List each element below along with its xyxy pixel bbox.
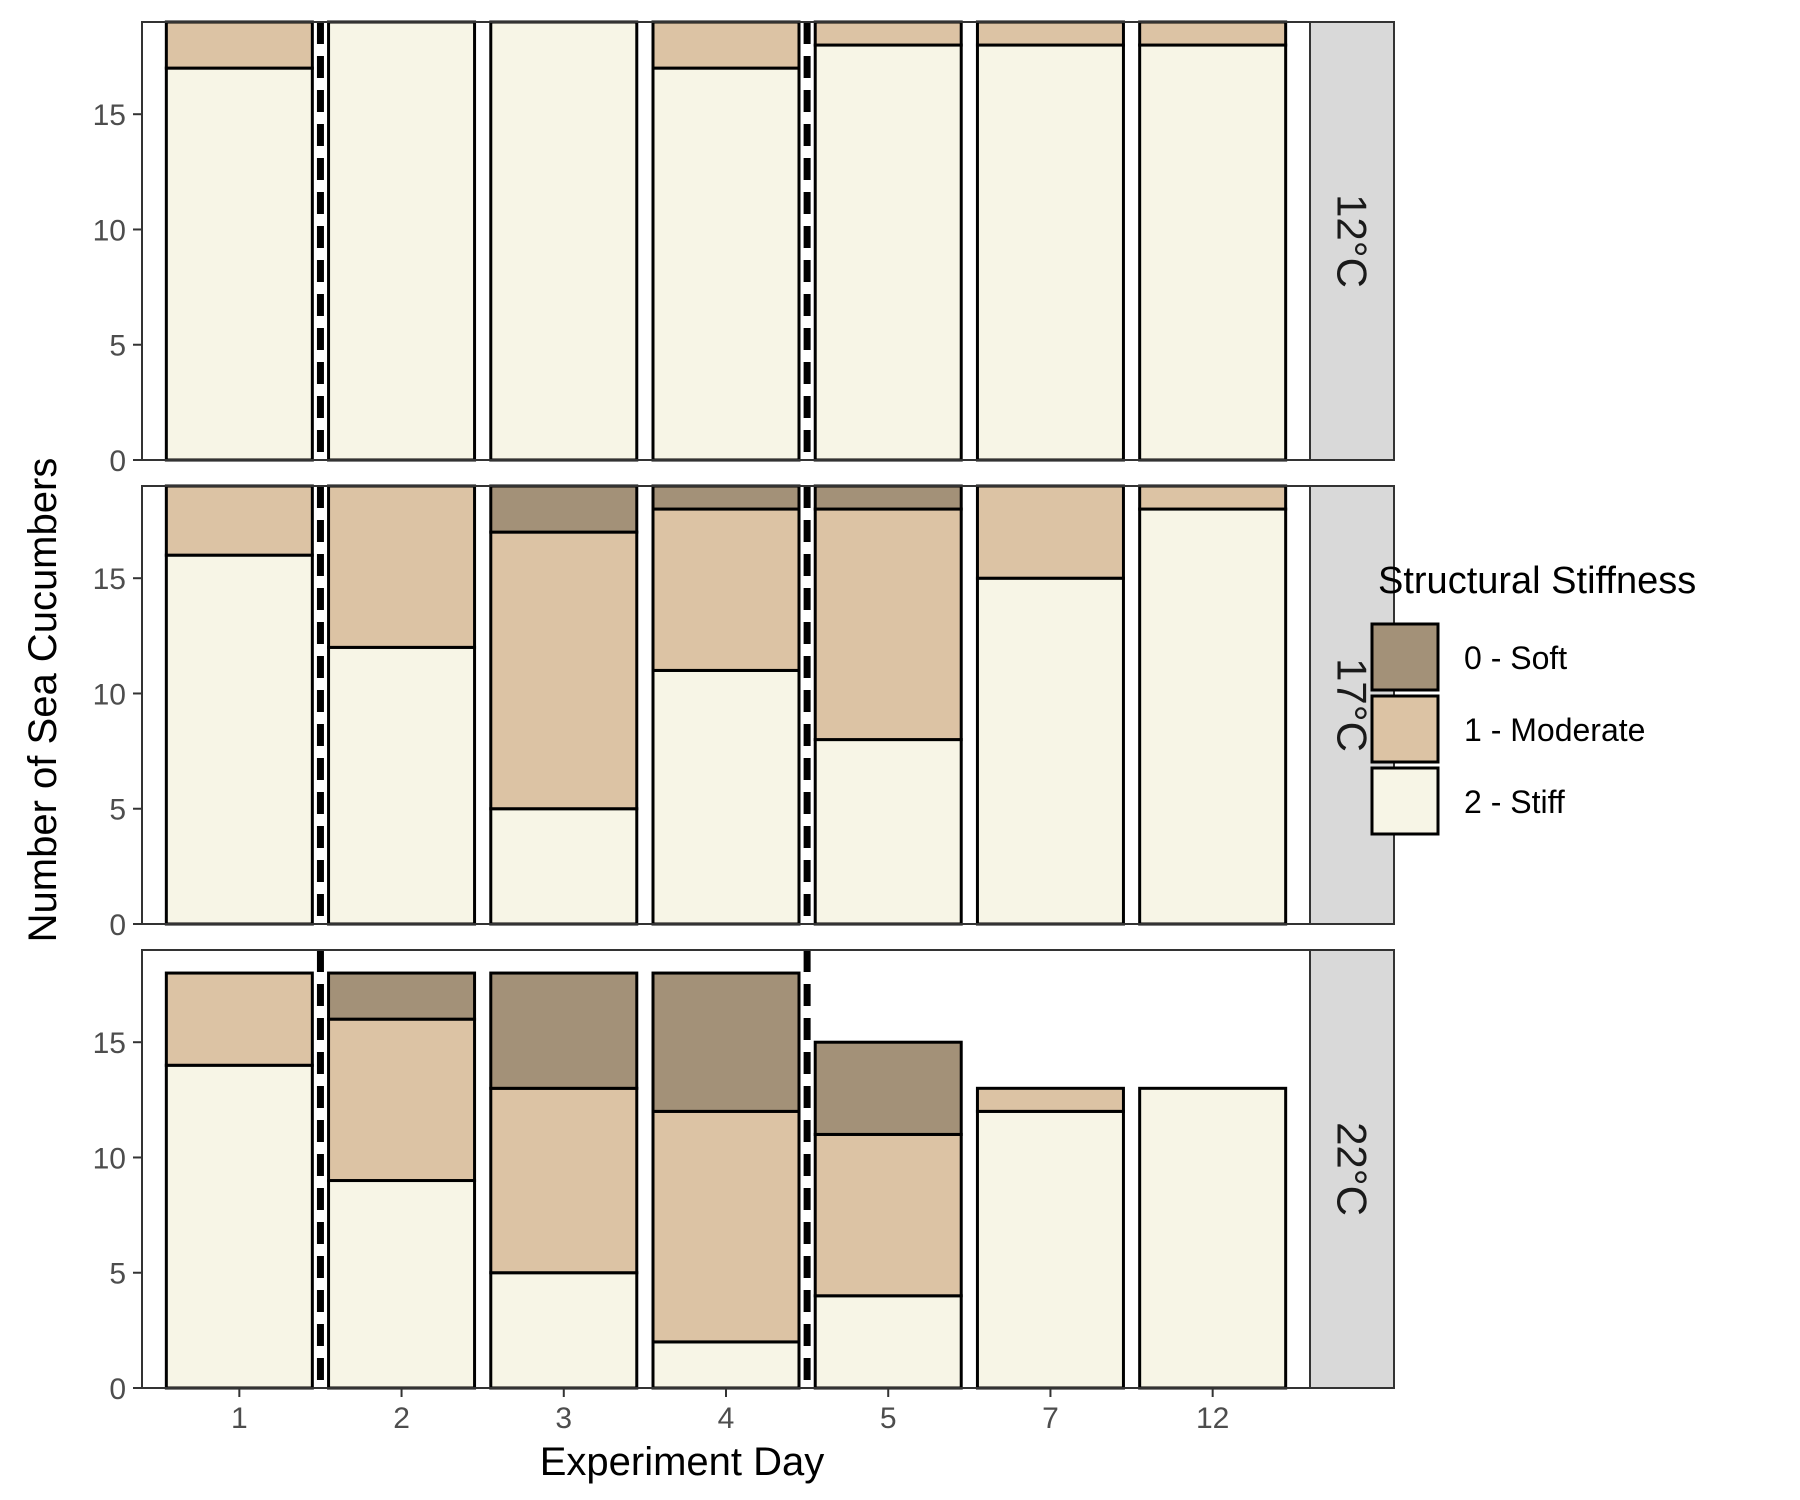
- bar-22-c-day-12-2-stiff: [1138, 1086, 1288, 1390]
- x-tick-label-1: 1: [231, 1402, 248, 1435]
- legend-key-2-stiff: [1370, 766, 1440, 836]
- facet-label-17-c: 17°C: [1329, 658, 1376, 752]
- legend-label-0-soft: 0 - Soft: [1464, 640, 1567, 676]
- bar-22-c-day-7-1-moderate: [975, 1086, 1125, 1113]
- bar-22-c-day-2-0-soft: [327, 971, 477, 1021]
- legend-label-2-stiff: 2 - Stiff: [1464, 784, 1565, 820]
- bar-17-c-day-5-0-soft: [813, 484, 963, 511]
- bar-17-c-day-2-1-moderate: [327, 484, 477, 649]
- bar-12-c-day-5-2-stiff: [813, 43, 963, 462]
- y-tick-label: 5: [109, 1258, 126, 1291]
- bar-12-c-day-7-2-stiff: [975, 43, 1125, 462]
- bar-12-c-day-12-1-moderate: [1138, 20, 1288, 47]
- y-tick-label: 5: [109, 330, 126, 363]
- panel-22-c: 0 5 10 15 22°C: [93, 949, 1395, 1406]
- bar-22-c-day-4-0-soft: [651, 971, 801, 1113]
- facet-strip: [1309, 949, 1395, 1389]
- facet-label-22-c: 22°C: [1329, 1122, 1376, 1216]
- bar-17-c-day-1-1-moderate: [164, 484, 314, 557]
- bar-12-c-day-2-2-stiff: [327, 20, 477, 462]
- bar-17-c-day-4-0-soft: [651, 484, 801, 511]
- bar-17-c-day-3-2-stiff: [489, 807, 639, 926]
- y-tick-label: 10: [93, 1142, 126, 1175]
- bar-17-c-day-3-0-soft: [489, 484, 639, 534]
- y-tick-label: 5: [109, 794, 126, 827]
- panel-17-c: 0 5 10 15 17°C: [93, 484, 1395, 942]
- y-tick-label: 15: [93, 563, 126, 596]
- bar-22-c-day-2-2-stiff: [327, 1179, 477, 1390]
- bar-12-c-day-1-1-moderate: [164, 20, 314, 70]
- bar-22-c-day-1-1-moderate: [164, 971, 314, 1067]
- legend-label-1-moderate: 1 - Moderate: [1464, 712, 1645, 748]
- facet-strip: [1309, 21, 1395, 461]
- bar-22-c-day-5-1-moderate: [813, 1132, 963, 1298]
- y-axis-title: Number of Sea Cucumbers: [21, 458, 65, 943]
- bar-17-c-day-4-2-stiff: [651, 668, 801, 926]
- bar-22-c-day-4-2-stiff: [651, 1340, 801, 1390]
- bar-17-c-day-5-2-stiff: [813, 738, 963, 926]
- y-tick-label: 10: [93, 214, 126, 247]
- bar-22-c-day-2-1-moderate: [327, 1017, 477, 1183]
- bar-17-c-day-4-1-moderate: [651, 507, 801, 672]
- bar-12-c-day-4-2-stiff: [651, 66, 801, 462]
- x-tick-label-3: 3: [555, 1402, 572, 1435]
- bar-22-c-day-4-1-moderate: [651, 1109, 801, 1344]
- bar-17-c-day-3-1-moderate: [489, 530, 639, 811]
- bar-12-c-day-4-1-moderate: [651, 20, 801, 70]
- bar-12-c-day-12-2-stiff: [1138, 43, 1288, 462]
- x-axis: 1 2 3 4 5 7 12: [231, 1388, 1229, 1435]
- panel-12-c: 0 5 10 15 12°C: [93, 20, 1395, 478]
- y-tick-label: 10: [93, 678, 126, 711]
- bar-17-c-day-2-2-stiff: [327, 645, 477, 926]
- bar-22-c-day-3-2-stiff: [489, 1271, 639, 1390]
- bar-17-c-day-7-1-moderate: [975, 484, 1125, 580]
- bar-12-c-day-3-2-stiff: [489, 20, 639, 462]
- y-tick-label: 15: [93, 1027, 126, 1060]
- x-tick-label-2: 2: [393, 1402, 410, 1435]
- x-axis-title: Experiment Day: [540, 1440, 825, 1484]
- y-tick-label: 15: [93, 99, 126, 132]
- y-tick-label: 0: [109, 445, 126, 478]
- bar-22-c-day-3-1-moderate: [489, 1086, 639, 1275]
- facet-panels: 0 5 10 15 12°C 0 5 10 15 17°C 0 5 10 15 22°C: [93, 20, 1395, 1406]
- bar-17-c-day-7-2-stiff: [975, 576, 1125, 926]
- bar-22-c-day-1-2-stiff: [164, 1063, 314, 1390]
- legend: Structural Stiffness 0 - Soft 1 - Moderat…: [1370, 560, 1696, 836]
- x-tick-label-7: 7: [1042, 1402, 1059, 1435]
- bar-12-c-day-5-1-moderate: [813, 20, 963, 47]
- y-tick-label: 0: [109, 909, 126, 942]
- bar-22-c-day-5-2-stiff: [813, 1294, 963, 1390]
- legend-title: Structural Stiffness: [1378, 560, 1696, 602]
- x-tick-label-4: 4: [718, 1402, 735, 1435]
- bar-12-c-day-1-2-stiff: [164, 66, 314, 462]
- bar-12-c-day-7-1-moderate: [975, 20, 1125, 47]
- y-tick-label: 0: [109, 1373, 126, 1406]
- legend-key-1-moderate: [1370, 694, 1440, 764]
- bar-17-c-day-5-1-moderate: [813, 507, 963, 742]
- facet-label-12-c: 12°C: [1329, 194, 1376, 288]
- bar-17-c-day-12-2-stiff: [1138, 507, 1288, 926]
- bar-17-c-day-12-1-moderate: [1138, 484, 1288, 511]
- bar-17-c-day-1-2-stiff: [164, 553, 314, 926]
- x-tick-label-5: 5: [880, 1402, 897, 1435]
- x-tick-label-12: 12: [1196, 1402, 1229, 1435]
- bar-22-c-day-5-0-soft: [813, 1040, 963, 1136]
- legend-key-0-soft: [1370, 622, 1440, 692]
- bar-22-c-day-3-0-soft: [489, 971, 639, 1090]
- bar-22-c-day-7-2-stiff: [975, 1109, 1125, 1390]
